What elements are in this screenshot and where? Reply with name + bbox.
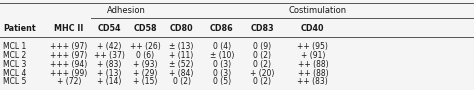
Text: ± (52): ± (52) <box>169 60 194 69</box>
Text: CD80: CD80 <box>170 24 193 33</box>
Text: + (72): + (72) <box>56 77 81 86</box>
Text: MCL 4: MCL 4 <box>3 69 27 78</box>
Text: Costimulation: Costimulation <box>289 6 346 15</box>
Text: 0 (2): 0 (2) <box>173 77 191 86</box>
Text: 0 (9): 0 (9) <box>253 42 271 51</box>
Text: + (84): + (84) <box>169 69 194 78</box>
Text: ± (10): ± (10) <box>210 51 234 60</box>
Text: MHC II: MHC II <box>54 24 83 33</box>
Text: ++ (26): ++ (26) <box>130 42 160 51</box>
Text: + (42): + (42) <box>97 42 122 51</box>
Text: CD54: CD54 <box>98 24 121 33</box>
Text: 0 (3): 0 (3) <box>213 69 231 78</box>
Text: 0 (4): 0 (4) <box>213 42 231 51</box>
Text: CD83: CD83 <box>250 24 274 33</box>
Text: MCL 1: MCL 1 <box>3 42 27 51</box>
Text: ++ (83): ++ (83) <box>298 77 328 86</box>
Text: +++ (97): +++ (97) <box>50 51 87 60</box>
Text: CD86: CD86 <box>210 24 234 33</box>
Text: + (83): + (83) <box>97 60 122 69</box>
Text: + (11): + (11) <box>169 51 194 60</box>
Text: 0 (2): 0 (2) <box>253 51 271 60</box>
Text: + (13): + (13) <box>97 69 122 78</box>
Text: + (20): + (20) <box>250 69 274 78</box>
Text: 0 (3): 0 (3) <box>213 60 231 69</box>
Text: 0 (2): 0 (2) <box>253 77 271 86</box>
Text: 0 (6): 0 (6) <box>136 51 154 60</box>
Text: +++ (99): +++ (99) <box>50 69 87 78</box>
Text: ++ (88): ++ (88) <box>298 69 328 78</box>
Text: + (93): + (93) <box>133 60 157 69</box>
Text: Patient: Patient <box>3 24 36 33</box>
Text: + (14): + (14) <box>97 77 122 86</box>
Text: Adhesion: Adhesion <box>107 6 146 15</box>
Text: + (91): + (91) <box>301 51 325 60</box>
Text: ++ (37): ++ (37) <box>94 51 125 60</box>
Text: + (29): + (29) <box>133 69 157 78</box>
Text: MCL 2: MCL 2 <box>3 51 27 60</box>
Text: ++ (95): ++ (95) <box>297 42 328 51</box>
Text: +++ (94): +++ (94) <box>50 60 87 69</box>
Text: CD58: CD58 <box>133 24 157 33</box>
Text: + (15): + (15) <box>133 77 157 86</box>
Text: 0 (5): 0 (5) <box>213 77 231 86</box>
Text: ± (13): ± (13) <box>169 42 194 51</box>
Text: CD40: CD40 <box>301 24 325 33</box>
Text: +++ (97): +++ (97) <box>50 42 87 51</box>
Text: MCL 5: MCL 5 <box>3 77 27 86</box>
Text: MCL 3: MCL 3 <box>3 60 27 69</box>
Text: ++ (88): ++ (88) <box>298 60 328 69</box>
Text: 0 (2): 0 (2) <box>253 60 271 69</box>
